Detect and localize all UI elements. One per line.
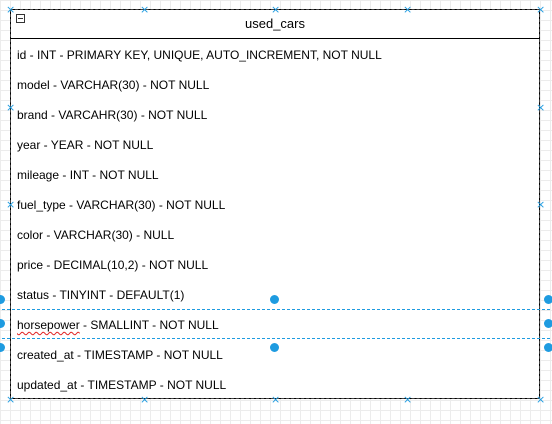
- resize-handle-icon[interactable]: ×: [271, 393, 281, 406]
- resize-handle-icon[interactable]: ×: [536, 101, 546, 114]
- row-resize-handle-icon[interactable]: [270, 343, 279, 352]
- table-columns: id - INT - PRIMARY KEY, UNIQUE, AUTO_INC…: [11, 40, 539, 400]
- resize-handle-icon[interactable]: ×: [271, 3, 281, 16]
- row-resize-handle-icon[interactable]: [0, 295, 5, 304]
- column-row-color[interactable]: color - VARCHAR(30) - NULL: [17, 228, 175, 242]
- horsepower-definition: - SMALLINT - NOT NULL: [79, 318, 219, 332]
- resize-handle-icon[interactable]: ×: [6, 101, 16, 114]
- resize-handle-icon[interactable]: ×: [536, 393, 546, 406]
- column-row-horsepower[interactable]: horsepower - SMALLINT - NOT NULL: [11, 310, 539, 340]
- resize-handle-icon[interactable]: ×: [403, 393, 413, 406]
- resize-handle-icon[interactable]: ×: [6, 198, 16, 211]
- resize-handle-icon[interactable]: ×: [6, 393, 16, 406]
- resize-handle-icon[interactable]: ×: [536, 3, 546, 16]
- column-row-updated-at[interactable]: updated_at - TIMESTAMP - NOT NULL: [17, 378, 227, 392]
- row-resize-handle-icon[interactable]: [544, 343, 552, 352]
- resize-handle-icon[interactable]: ×: [140, 393, 150, 406]
- column-row-status[interactable]: status - TINYINT - DEFAULT(1): [17, 288, 185, 302]
- resize-handle-icon[interactable]: ×: [140, 3, 150, 16]
- resize-handle-icon[interactable]: ×: [6, 3, 16, 16]
- column-row-year[interactable]: year - YEAR - NOT NULL: [17, 138, 154, 152]
- row-resize-handle-icon[interactable]: [270, 295, 279, 304]
- table-title: used_cars: [245, 16, 305, 31]
- row-resize-handle-icon[interactable]: [0, 343, 5, 352]
- column-row-model[interactable]: model - VARCHAR(30) - NOT NULL: [17, 78, 210, 92]
- collapse-icon[interactable]: [16, 14, 25, 23]
- row-resize-handle-icon[interactable]: [544, 319, 552, 328]
- table-header[interactable]: used_cars: [11, 10, 539, 39]
- horsepower-name: horsepower: [17, 318, 80, 332]
- resize-handle-icon[interactable]: ×: [403, 3, 413, 16]
- column-row-mileage[interactable]: mileage - INT - NOT NULL: [17, 168, 159, 182]
- column-row-price[interactable]: price - DECIMAL(10,2) - NOT NULL: [17, 258, 209, 272]
- column-row-fuel-type[interactable]: fuel_type - VARCHAR(30) - NOT NULL: [17, 198, 226, 212]
- resize-handle-icon[interactable]: ×: [536, 198, 546, 211]
- row-resize-handle-icon[interactable]: [0, 319, 5, 328]
- column-row-id[interactable]: id - INT - PRIMARY KEY, UNIQUE, AUTO_INC…: [17, 48, 382, 62]
- used-cars-table[interactable]: used_cars id - INT - PRIMARY KEY, UNIQUE…: [10, 9, 540, 399]
- column-row-created-at[interactable]: created_at - TIMESTAMP - NOT NULL: [17, 348, 223, 362]
- column-row-brand[interactable]: brand - VARCAHR(30) - NOT NULL: [17, 108, 208, 122]
- row-resize-handle-icon[interactable]: [544, 295, 552, 304]
